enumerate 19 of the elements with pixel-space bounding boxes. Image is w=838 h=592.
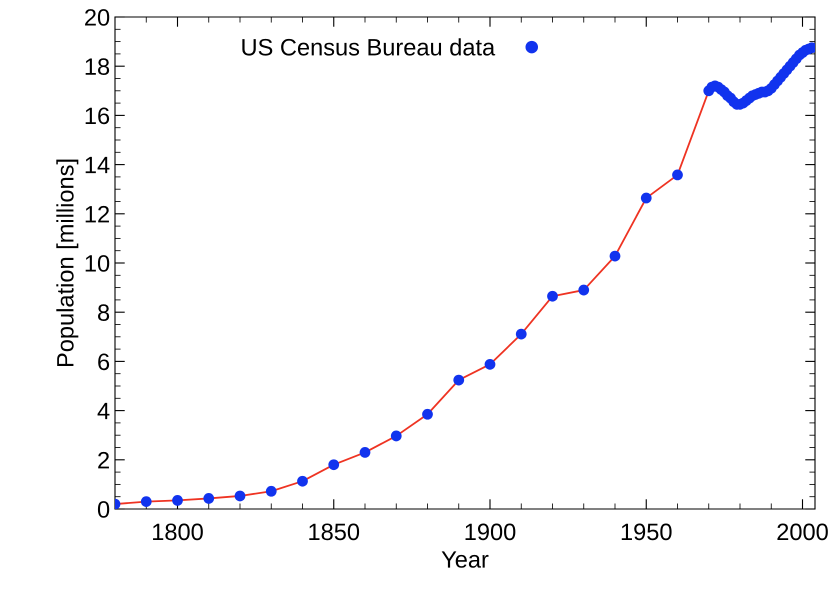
y-tick-label: 18 — [86, 58, 110, 75]
x-tick-label: 1850 — [309, 524, 360, 540]
x-tick-label: 1800 — [153, 524, 203, 540]
x-tick-label: 1950 — [622, 524, 672, 540]
y-tick-label: 14 — [86, 156, 110, 174]
y-tick-label: 12 — [86, 206, 109, 222]
y-axis-title: Population [millions] — [56, 160, 78, 366]
x-tick-label: 1900 — [466, 524, 516, 540]
y-tick-label: 8 — [98, 304, 110, 321]
y-tick-label: 2 — [98, 452, 109, 468]
legend-label: US Census Bureau data — [242, 38, 496, 56]
y-tick-label: 4 — [98, 402, 110, 420]
x-axis-title: Year — [442, 551, 488, 568]
y-tick-label: 6 — [98, 353, 110, 370]
x-tick-label: 2000 — [777, 524, 828, 540]
y-tick-label: 16 — [86, 107, 110, 124]
y-tick-label: 0 — [98, 501, 110, 518]
y-tick-label: 10 — [86, 255, 110, 272]
y-tick-label: 20 — [85, 9, 110, 26]
